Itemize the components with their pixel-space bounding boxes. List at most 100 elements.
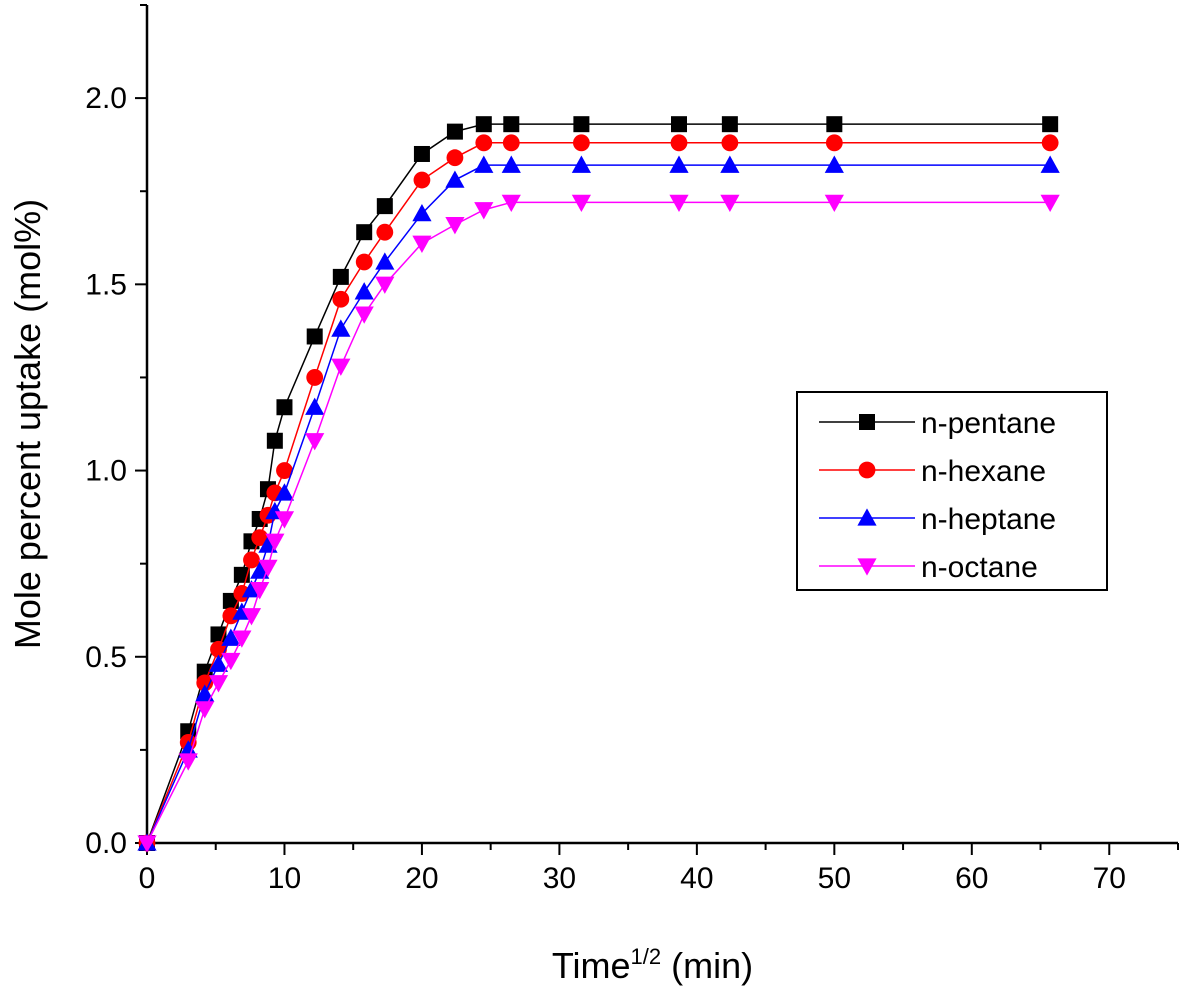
x-tick-label: 30: [543, 862, 576, 895]
data-point: [331, 319, 351, 337]
legend-marker: [857, 508, 877, 526]
data-point: [243, 551, 260, 569]
data-point: [412, 203, 432, 222]
x-tick-label: 60: [955, 862, 988, 895]
x-tick-label: 50: [818, 862, 851, 895]
legend-box: [796, 391, 1108, 591]
data-point: [824, 194, 844, 212]
legend-label: n-pentane: [921, 407, 1056, 440]
data-point: [356, 224, 373, 241]
data-point: [137, 835, 157, 853]
x-tick-label: 40: [680, 862, 713, 895]
data-point: [332, 290, 350, 308]
data-point: [474, 155, 494, 173]
data-point: [721, 134, 739, 152]
data-point: [251, 529, 269, 546]
data-point: [1040, 155, 1060, 173]
data-point: [721, 116, 738, 133]
data-point: [241, 608, 262, 626]
data-point: [306, 328, 323, 345]
data-point: [573, 116, 590, 133]
data-point: [376, 223, 394, 241]
series-n-pentane: [139, 116, 1059, 851]
y-tick-label: 2.0: [85, 82, 127, 115]
data-point: [232, 630, 252, 648]
data-point: [355, 253, 373, 271]
data-point: [195, 684, 215, 702]
data-point: [413, 171, 431, 189]
data-point: [221, 628, 241, 646]
data-point: [354, 306, 374, 324]
data-point: [501, 194, 521, 212]
x-axis-title-unit-space: [661, 945, 671, 986]
data-point: [306, 369, 324, 386]
x-tick-label: 10: [268, 862, 301, 895]
data-point: [222, 607, 240, 625]
data-point: [571, 194, 591, 212]
data-point: [233, 585, 251, 602]
series-n-hexane: [138, 134, 1059, 852]
data-point: [375, 252, 395, 270]
data-point: [250, 582, 270, 600]
data-point: [276, 462, 293, 479]
series-layer: [137, 116, 1060, 853]
legend-entry: n-hexane: [819, 455, 1046, 488]
data-point: [376, 198, 393, 215]
data-point: [1041, 134, 1059, 152]
data-point: [265, 533, 285, 551]
legend-marker: [858, 461, 876, 479]
data-point: [208, 654, 229, 672]
x-axis-title-unit: (min): [671, 945, 753, 986]
data-point: [196, 674, 214, 692]
legend-label: n-heptane: [921, 503, 1056, 536]
data-point: [825, 134, 843, 152]
data-point: [276, 399, 293, 416]
legend-label: n-hexane: [921, 455, 1046, 488]
data-point: [274, 483, 295, 501]
x-tick-label: 20: [405, 862, 438, 895]
legend-marker: [857, 558, 877, 576]
data-point: [720, 155, 740, 173]
data-point: [354, 282, 374, 300]
data-point: [445, 170, 465, 188]
data-point: [412, 235, 432, 253]
x-tick-label: 70: [1093, 862, 1126, 895]
data-point: [331, 358, 351, 376]
data-point: [446, 149, 464, 167]
legend-entry: n-pentane: [819, 407, 1056, 440]
series-n-heptane: [137, 155, 1060, 851]
legend-marker: [859, 414, 875, 430]
x-tick-label: 0: [139, 862, 156, 895]
data-point: [221, 652, 241, 671]
legend: n-pentane n-hexane n-heptane n-octane: [796, 391, 1108, 591]
y-tick-label: 0.5: [85, 641, 127, 674]
data-point: [824, 155, 844, 173]
data-point: [572, 134, 590, 152]
data-point: [571, 155, 591, 173]
axis-titles: Time1/2 (min) Mole percent uptake (mol%): [7, 199, 753, 986]
series-n-octane: [137, 194, 1060, 853]
y-tick-label: 0.0: [85, 827, 127, 860]
data-point: [503, 116, 520, 133]
data-point: [670, 134, 688, 152]
data-point: [720, 194, 740, 212]
data-point: [446, 123, 463, 140]
data-point: [274, 511, 295, 529]
data-point: [266, 432, 283, 449]
data-point: [332, 268, 349, 285]
y-tick-label: 1.0: [85, 455, 127, 488]
x-axis-title-main: Time: [552, 945, 631, 986]
data-point: [305, 397, 325, 415]
data-point: [445, 217, 465, 235]
data-point: [502, 134, 520, 152]
data-point: [501, 155, 521, 173]
data-point: [1042, 116, 1059, 133]
legend-entry: n-octane: [819, 551, 1038, 584]
legend-entry: n-heptane: [819, 503, 1056, 536]
data-point: [1040, 194, 1060, 212]
data-point: [475, 134, 493, 152]
x-axis-title-superscript: 1/2: [631, 944, 662, 969]
data-point: [375, 276, 395, 294]
